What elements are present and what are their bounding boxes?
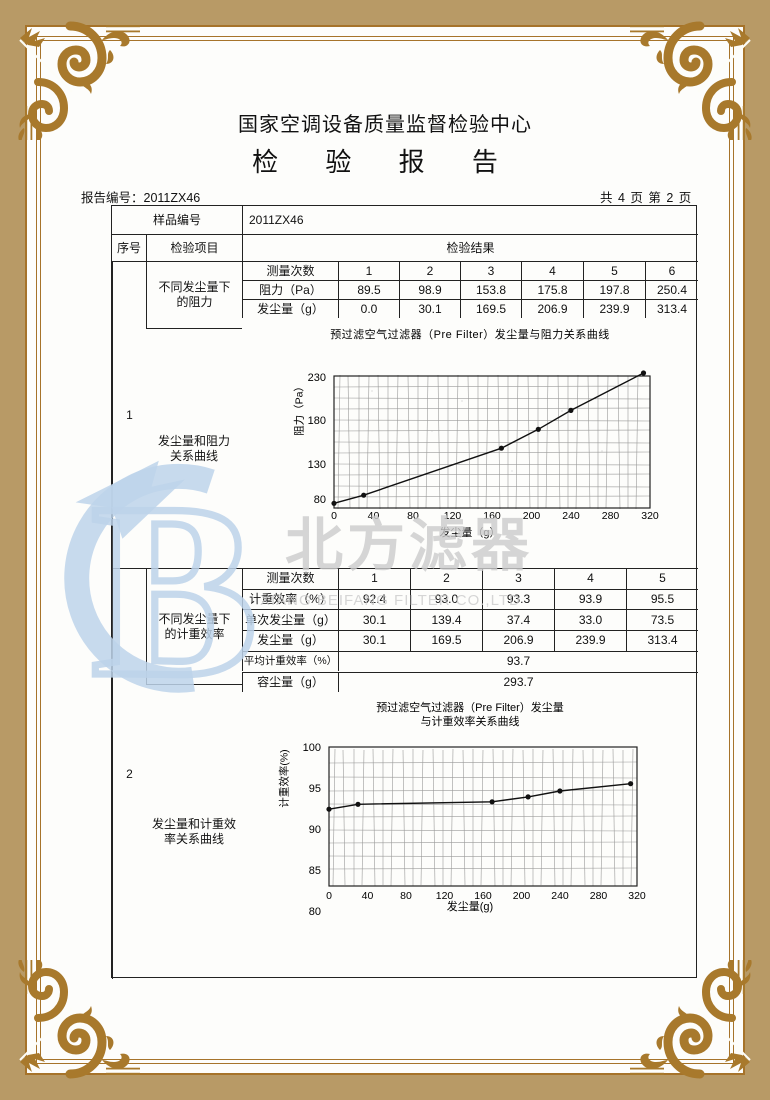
svg-text:90: 90 bbox=[309, 824, 321, 836]
svg-text:180: 180 bbox=[308, 415, 326, 427]
svg-text:0: 0 bbox=[331, 510, 337, 522]
svg-text:320: 320 bbox=[641, 510, 659, 522]
svg-text:80: 80 bbox=[314, 494, 326, 506]
svg-text:85: 85 bbox=[309, 865, 321, 877]
svg-text:95: 95 bbox=[309, 783, 321, 795]
svg-text:200: 200 bbox=[523, 510, 541, 522]
svg-text:230: 230 bbox=[308, 372, 326, 384]
svg-text:240: 240 bbox=[562, 510, 580, 522]
svg-text:100: 100 bbox=[303, 742, 321, 754]
svg-text:130: 130 bbox=[308, 459, 326, 471]
svg-text:280: 280 bbox=[602, 510, 620, 522]
svg-text:120: 120 bbox=[444, 510, 462, 522]
svg-text:80: 80 bbox=[407, 510, 419, 522]
svg-text:40: 40 bbox=[368, 510, 380, 522]
svg-text:160: 160 bbox=[483, 510, 501, 522]
